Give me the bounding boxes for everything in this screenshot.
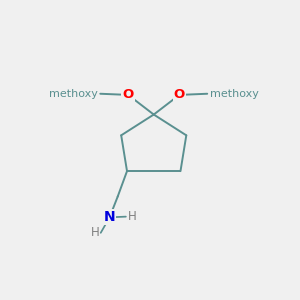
Text: H: H — [91, 226, 100, 239]
Text: H: H — [128, 210, 136, 223]
Text: O: O — [123, 88, 134, 101]
Text: methoxy: methoxy — [210, 89, 258, 99]
Text: methoxy: methoxy — [49, 89, 98, 99]
Text: O: O — [174, 88, 185, 101]
Text: N: N — [104, 210, 116, 224]
